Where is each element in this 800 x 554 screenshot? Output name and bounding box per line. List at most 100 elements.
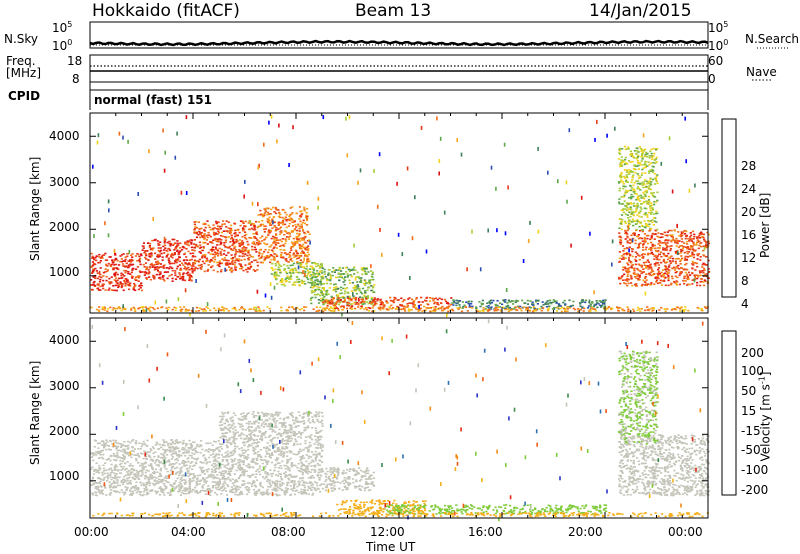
echo-cell [318,273,321,276]
echo-cell [508,300,511,303]
echo-cell [533,310,536,312]
echo-cell [304,270,307,273]
echo-cell [697,274,700,277]
echo-cell [589,310,592,313]
echo-cell [205,458,208,461]
echo-cell [347,304,350,307]
echo-cell [208,234,211,236]
echo-noise [596,119,598,124]
echo-cell [649,178,652,181]
echo-cell [267,207,270,210]
echo-cell [287,238,290,240]
echo-cell [202,246,205,248]
echo-cell [354,290,357,292]
echo-cell [298,243,301,246]
echo-cell [283,448,286,450]
echo-cell [441,305,444,308]
echo-cell [535,308,538,311]
echo-cell [307,449,310,452]
echo-cell [162,278,165,280]
echo-noise [273,285,276,290]
echo-cell [114,474,117,477]
echo-cell [677,306,680,309]
echo-noise [268,120,270,125]
echo-cell [314,288,317,291]
echo-cell [227,227,230,229]
echo-cell [191,255,194,258]
echo-cell [301,266,304,268]
echo-cell [504,307,507,310]
echo-cell [105,494,108,496]
echo-cell [288,222,291,225]
echo-cell [625,202,628,204]
echo-cell [282,257,285,259]
echo-cell [487,310,490,312]
echo-cell [176,477,179,480]
echo-cell [295,226,298,228]
echo-cell [643,237,646,239]
echo-cell [195,489,198,492]
echo-cell [149,310,152,312]
echo-cell [239,224,242,227]
echo-cell [534,300,538,303]
echo-cell [271,454,274,456]
echo-cell [656,212,659,215]
echo-cell [134,310,137,312]
echo-cell [618,306,621,309]
echo-cell [624,220,627,223]
echo-cell [230,248,233,250]
echo-cell [179,486,182,489]
echo-cell [652,307,656,310]
echo-cell [218,488,221,491]
echo-cell [635,277,638,280]
echo-cell [448,305,451,307]
echo-cell [653,220,656,223]
echo-cell [639,310,642,312]
echo-cell [651,244,654,246]
echo-cell [314,459,317,462]
echo-cell [572,307,575,310]
echo-cell [645,189,648,192]
echo-cell [141,271,144,273]
echo-cell [577,308,580,310]
echo-cell [311,284,314,286]
echo-cell [284,271,288,273]
echo-cell [138,259,141,261]
echo-cell [669,262,672,264]
echo-cell [246,271,249,273]
echo-cell [619,282,622,285]
echo-cell [656,276,659,279]
echo-cell [258,241,261,243]
echo-cell [471,305,474,308]
echo-cell [158,475,161,478]
echo-noise [322,115,325,120]
echo-cell [348,298,351,300]
echo-noise [96,140,99,145]
echo-cell [123,260,127,262]
echo-cell [622,253,625,256]
echo-cell [146,266,149,268]
echo-cell [100,276,103,279]
echo-cell [636,150,640,153]
echo-cell [646,265,649,267]
echo-cell [654,265,657,267]
echo-cell [154,252,157,255]
echo-cell [195,232,198,234]
echo-cell [210,473,213,476]
echo-cell [322,293,325,295]
echo-cell [169,449,172,451]
echo-cell [626,240,629,242]
echo-cell [452,304,455,306]
echo-cell [685,258,688,261]
echo-noise [163,168,166,173]
echo-cell [219,253,222,255]
echo-cell [451,308,454,311]
echo-cell [151,249,154,251]
echo-cell [636,235,639,238]
echo-noise [703,246,706,251]
echo-cell [309,286,312,289]
echo-cell [636,156,639,159]
echo-cell [168,306,171,309]
echo-cell [633,211,637,213]
echo-cell [624,145,627,148]
